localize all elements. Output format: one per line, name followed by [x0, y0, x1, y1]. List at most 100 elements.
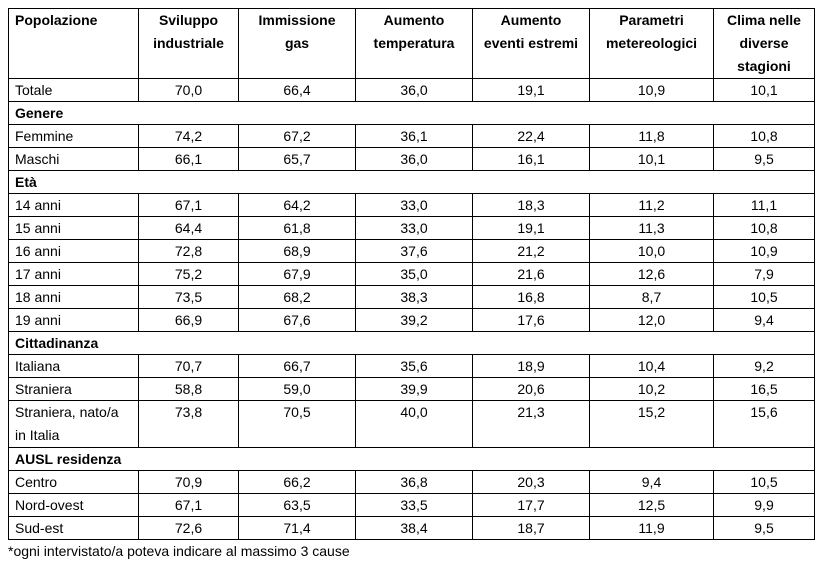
- row-label: Straniera, nato/a in Italia: [8, 400, 139, 448]
- section-label: Età: [8, 170, 815, 194]
- table-cell: 9,5: [713, 516, 815, 540]
- row-label: 19 anni: [8, 308, 139, 332]
- table-row: Totale 70,0 66,4 36,0 19,1 10,9 10,1: [8, 78, 815, 102]
- column-header: Parametri metereologici: [589, 8, 714, 79]
- table-cell: 11,3: [589, 216, 714, 240]
- table-cell: 12,6: [589, 262, 714, 286]
- table-cell: 38,3: [355, 285, 473, 309]
- table-cell: 39,2: [355, 308, 473, 332]
- table-row: Maschi 66,1 65,7 36,0 16,1 10,1 9,5: [8, 147, 815, 171]
- table-cell: 18,7: [472, 516, 590, 540]
- row-label: 18 anni: [8, 285, 139, 309]
- row-label: Sud-est: [8, 516, 139, 540]
- data-table: Popolazione Sviluppo industriale Immission…: [8, 8, 815, 540]
- section-label: Genere: [8, 101, 815, 125]
- section-label: Cittadinanza: [8, 331, 815, 355]
- table-cell: 18,3: [472, 193, 590, 217]
- section-row: Genere: [8, 101, 815, 125]
- row-label: Centro: [8, 470, 139, 494]
- table-cell: 10,0: [589, 239, 714, 263]
- table-cell: 11,1: [713, 193, 815, 217]
- row-label: 17 anni: [8, 262, 139, 286]
- table-cell: 35,6: [355, 354, 473, 378]
- table-cell: 66,4: [238, 78, 356, 102]
- table-row: 19 anni 66,9 67,6 39,2 17,6 12,0 9,4: [8, 308, 815, 332]
- table-cell: 66,9: [138, 308, 239, 332]
- row-label: Italiana: [8, 354, 139, 378]
- table-cell: 16,1: [472, 147, 590, 171]
- table-cell: 58,8: [138, 377, 239, 401]
- row-label: 14 anni: [8, 193, 139, 217]
- table-cell: 16,8: [472, 285, 590, 309]
- table-cell: 33,0: [355, 193, 473, 217]
- table-cell: 61,8: [238, 216, 356, 240]
- table-row: 18 anni 73,5 68,2 38,3 16,8 8,7 10,5: [8, 285, 815, 309]
- table-cell: 66,7: [238, 354, 356, 378]
- column-header: Popolazione: [8, 8, 139, 79]
- table-cell: 66,1: [138, 147, 239, 171]
- table-cell: 9,4: [713, 308, 815, 332]
- table-row: 17 anni 75,2 67,9 35,0 21,6 12,6 7,9: [8, 262, 815, 286]
- table-cell: 21,3: [472, 400, 590, 448]
- table-cell: 10,9: [589, 78, 714, 102]
- table-cell: 70,0: [138, 78, 239, 102]
- row-label: 15 anni: [8, 216, 139, 240]
- table-cell: 73,8: [138, 400, 239, 448]
- row-label: Nord-ovest: [8, 493, 139, 517]
- column-header: Sviluppo industriale: [138, 8, 239, 79]
- table-cell: 10,4: [589, 354, 714, 378]
- table-cell: 70,7: [138, 354, 239, 378]
- column-header: Aumento temperatura: [355, 8, 473, 79]
- table-cell: 75,2: [138, 262, 239, 286]
- table-cell: 9,5: [713, 147, 815, 171]
- column-header: Aumento eventi estremi: [472, 8, 590, 79]
- section-row: AUSL residenza: [8, 447, 815, 471]
- footnote: *ogni intervistato/a poteva indicare al …: [8, 543, 350, 559]
- table-row: Femmine 74,2 67,2 36,1 22,4 11,8 10,8: [8, 124, 815, 148]
- table-cell: 36,0: [355, 78, 473, 102]
- table-cell: 9,9: [713, 493, 815, 517]
- table-cell: 19,1: [472, 78, 590, 102]
- table-cell: 65,7: [238, 147, 356, 171]
- table-row: Sud-est 72,6 71,4 38,4 18,7 11,9 9,5: [8, 516, 815, 540]
- table-cell: 36,0: [355, 147, 473, 171]
- table-cell: 67,1: [138, 193, 239, 217]
- table-cell: 67,1: [138, 493, 239, 517]
- column-header: Clima nelle diverse stagioni: [713, 8, 815, 79]
- table-cell: 71,4: [238, 516, 356, 540]
- table-cell: 63,5: [238, 493, 356, 517]
- table-cell: 72,8: [138, 239, 239, 263]
- table-row: Centro 70,9 66,2 36,8 20,3 9,4 10,5: [8, 470, 815, 494]
- table-cell: 74,2: [138, 124, 239, 148]
- table-row: Straniera 58,8 59,0 39,9 20,6 10,2 16,5: [8, 377, 815, 401]
- table-cell: 64,4: [138, 216, 239, 240]
- table-cell: 22,4: [472, 124, 590, 148]
- table-cell: 36,1: [355, 124, 473, 148]
- table-cell: 35,0: [355, 262, 473, 286]
- table-row: 14 anni 67,1 64,2 33,0 18,3 11,2 11,1: [8, 193, 815, 217]
- table-cell: 11,9: [589, 516, 714, 540]
- table-cell: 8,7: [589, 285, 714, 309]
- table-cell: 59,0: [238, 377, 356, 401]
- row-label: Maschi: [8, 147, 139, 171]
- table-cell: 7,9: [713, 262, 815, 286]
- table-cell: 11,2: [589, 193, 714, 217]
- table-cell: 10,1: [713, 78, 815, 102]
- table-cell: 39,9: [355, 377, 473, 401]
- table-cell: 18,9: [472, 354, 590, 378]
- table-cell: 33,0: [355, 216, 473, 240]
- table-cell: 33,5: [355, 493, 473, 517]
- table-cell: 10,5: [713, 285, 815, 309]
- table-cell: 10,2: [589, 377, 714, 401]
- table-cell: 68,9: [238, 239, 356, 263]
- table-row: 15 anni 64,4 61,8 33,0 19,1 11,3 10,8: [8, 216, 815, 240]
- table-cell: 36,8: [355, 470, 473, 494]
- row-label: Totale: [8, 78, 139, 102]
- table-cell: 9,4: [589, 470, 714, 494]
- table-cell: 66,2: [238, 470, 356, 494]
- table-cell: 70,9: [138, 470, 239, 494]
- table-cell: 67,9: [238, 262, 356, 286]
- section-row: Età: [8, 170, 815, 194]
- section-label: AUSL residenza: [8, 447, 815, 471]
- table-cell: 21,6: [472, 262, 590, 286]
